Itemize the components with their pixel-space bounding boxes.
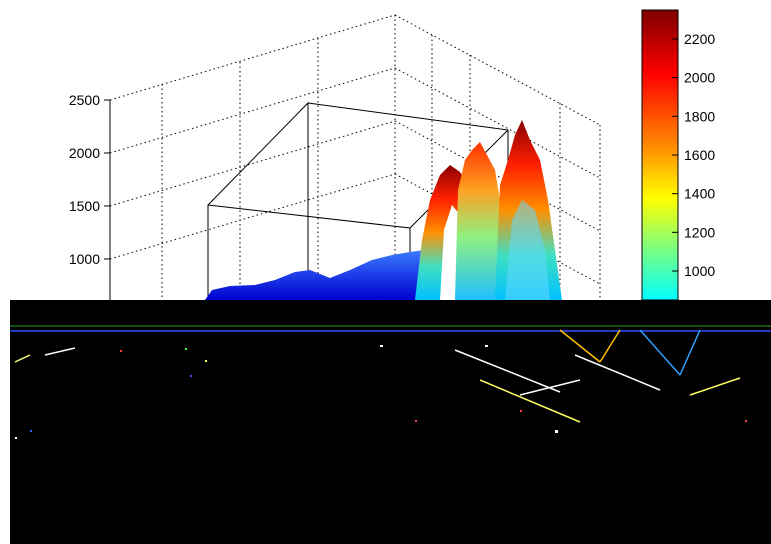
colorbar-tick-label: 1400 — [684, 186, 715, 202]
render-artifact-band — [10, 300, 771, 544]
z-tick-label: 1000 — [69, 251, 100, 267]
colorbar-tick-label: 1600 — [684, 147, 715, 163]
colorbar-tick-label: 2200 — [684, 31, 715, 47]
colorbar-tick-label: 1200 — [684, 224, 715, 240]
surface-peak-3-shade — [505, 200, 550, 300]
z-tick-label: 2500 — [69, 92, 100, 108]
artifact-speckles — [15, 345, 747, 439]
colorbar-tick-label: 2000 — [684, 70, 715, 86]
surface-low-region — [205, 250, 425, 300]
surface-peak-2 — [455, 142, 510, 300]
z-tick-labels: 2500200015001000500 — [69, 92, 110, 320]
z-tick-label: 1500 — [69, 198, 100, 214]
colorbar-tick-label: 1000 — [684, 263, 715, 279]
colorbar-tick-labels: 2200 2000 1800 1600 1400 1200 1000 — [672, 31, 715, 279]
z-tick-label: 2000 — [69, 145, 100, 161]
colorbar-tick-label: 1800 — [684, 108, 715, 124]
artifact-streaks — [14, 329, 741, 423]
